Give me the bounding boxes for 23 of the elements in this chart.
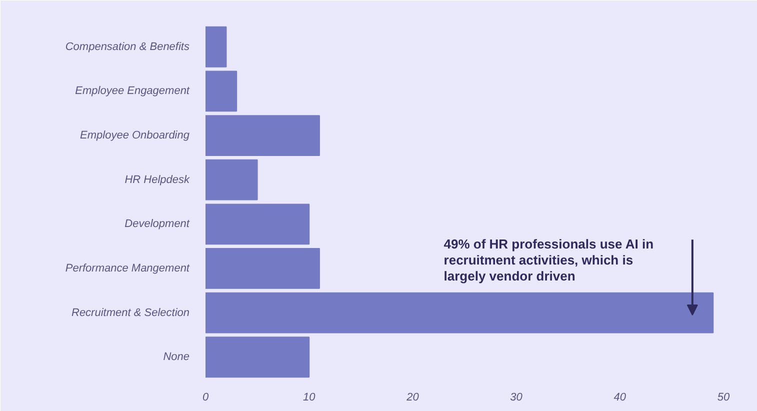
x-tick-label: 0 bbox=[202, 392, 210, 404]
bar bbox=[206, 70, 238, 112]
x-tick-label: 20 bbox=[406, 392, 420, 404]
y-tick-label: Compensation & Benefits bbox=[65, 40, 190, 53]
annotation: 49% of HR professionals use AI in recruitment activities, which is largely vendor driven bbox=[444, 236, 654, 284]
y-tick-label: Performance Mangement bbox=[65, 262, 190, 274]
y-tick-label: Employee Onboarding bbox=[80, 130, 190, 142]
y-tick-label: Development bbox=[124, 218, 190, 230]
x-tick-label: 40 bbox=[614, 392, 627, 404]
y-tick-label: Employee Engagement bbox=[75, 85, 190, 98]
y-tick-label: Recruitment & Selection bbox=[72, 306, 190, 319]
bar bbox=[206, 26, 227, 68]
y-tick-label: HR Helpdesk bbox=[124, 174, 190, 186]
x-tick-label: 30 bbox=[510, 392, 524, 404]
bar bbox=[206, 204, 310, 245]
bar bbox=[206, 248, 320, 289]
x-tick-label: 10 bbox=[302, 392, 316, 404]
x-tick-label: 50 bbox=[717, 392, 730, 404]
bar bbox=[206, 292, 714, 334]
bar bbox=[206, 336, 310, 378]
bar bbox=[206, 115, 320, 156]
bar bbox=[206, 159, 258, 200]
y-tick-label: None bbox=[163, 351, 190, 364]
